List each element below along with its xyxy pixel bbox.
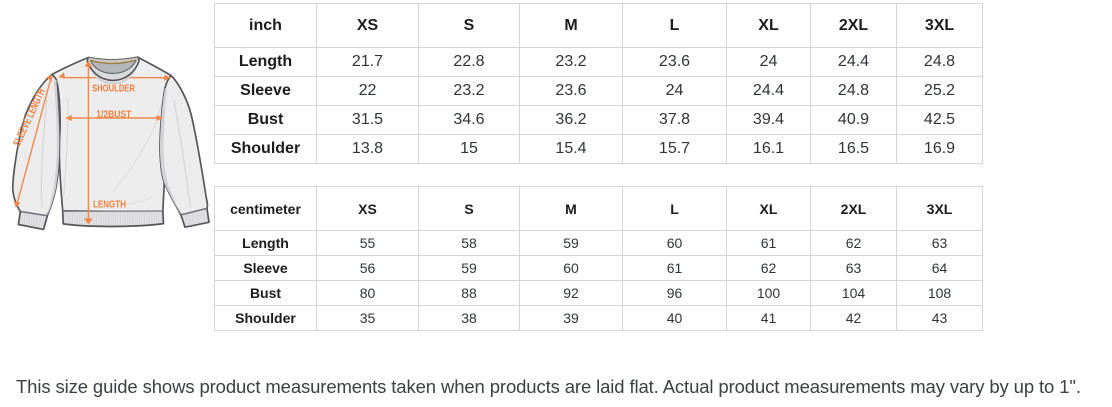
svg-text:LENGTH: LENGTH bbox=[93, 199, 126, 211]
svg-text:SHOULDER: SHOULDER bbox=[92, 83, 135, 95]
svg-text:1/2BUST: 1/2BUST bbox=[96, 108, 131, 120]
